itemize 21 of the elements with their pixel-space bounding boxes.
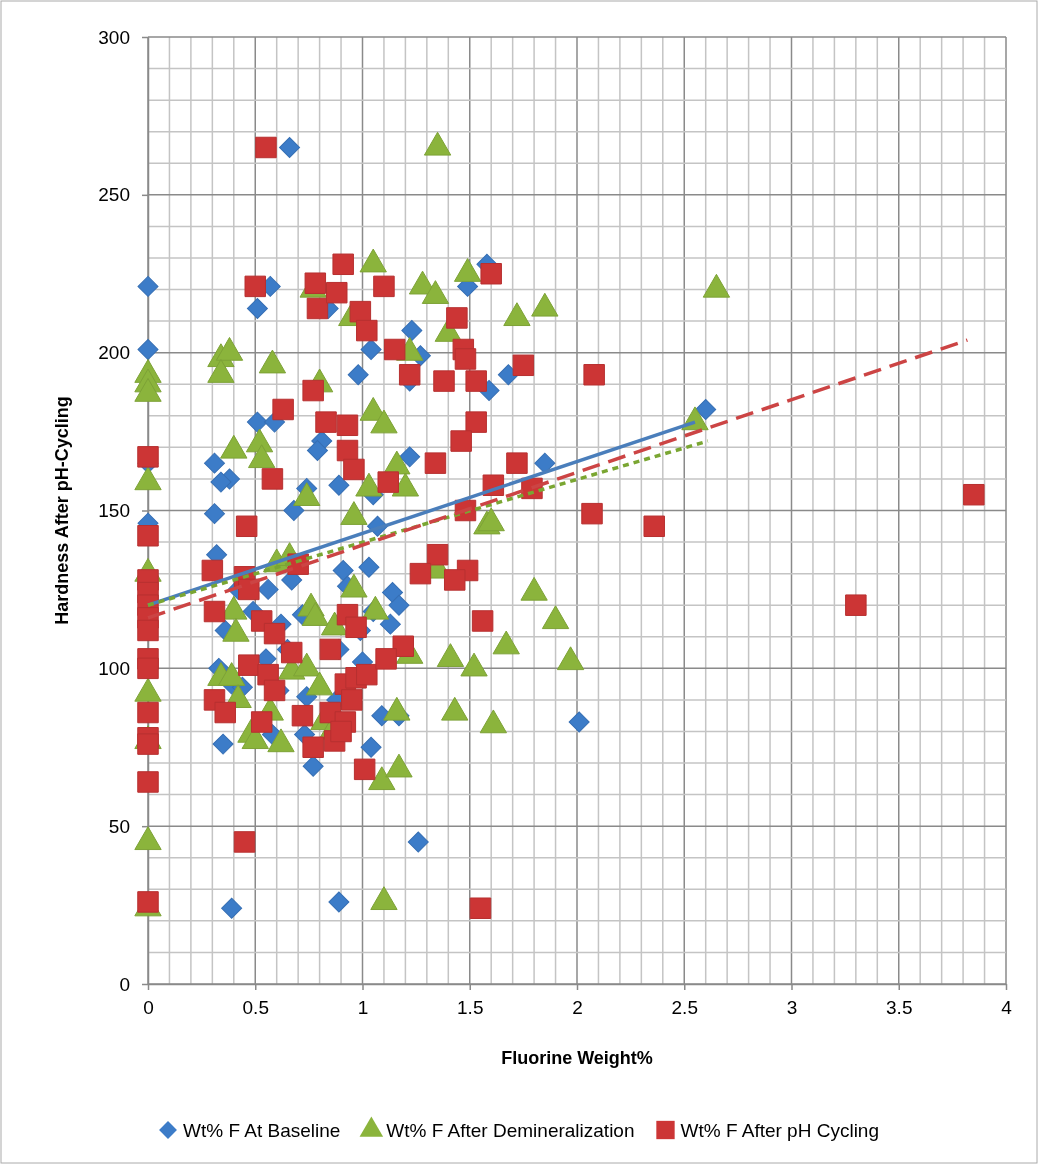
y-tick-label: 150 bbox=[98, 500, 130, 522]
x-tick-label: 2.5 bbox=[671, 996, 698, 1018]
y-tick-label: 200 bbox=[98, 342, 130, 364]
legend-label: Wt% F After Demineralization bbox=[386, 1120, 635, 1141]
legend-label: Wt% F At Baseline bbox=[183, 1120, 341, 1141]
x-tick-label: 0.5 bbox=[242, 996, 269, 1018]
y-tick-label: 250 bbox=[98, 184, 130, 206]
x-axis-title: Fluorine Weight% bbox=[501, 1048, 653, 1068]
x-tick-label: 1 bbox=[357, 996, 369, 1018]
y-axis-title: Hardness After pH-Cycling bbox=[52, 396, 72, 625]
x-tick-label: 3.5 bbox=[886, 996, 913, 1018]
x-tick-label: 0 bbox=[143, 996, 154, 1018]
x-tick-label: 4 bbox=[1001, 996, 1013, 1018]
y-tick-label: 300 bbox=[98, 26, 130, 48]
y-tick-label: 0 bbox=[119, 973, 130, 995]
y-tick-label: 50 bbox=[108, 815, 130, 837]
x-tick-label: 2 bbox=[572, 996, 583, 1018]
x-tick-label: 1.5 bbox=[457, 996, 484, 1018]
legend-label: Wt% F After pH Cycling bbox=[680, 1120, 879, 1141]
x-tick-label: 3 bbox=[786, 996, 798, 1018]
y-tick-label: 100 bbox=[98, 657, 130, 679]
